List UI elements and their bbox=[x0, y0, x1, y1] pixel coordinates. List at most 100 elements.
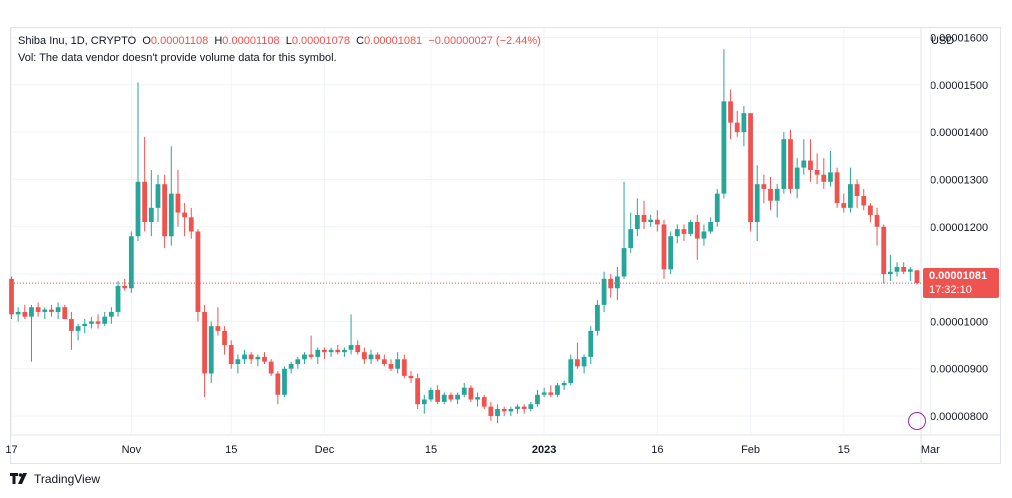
candle-body bbox=[35, 307, 41, 312]
candle-body bbox=[508, 408, 514, 412]
candle-body bbox=[848, 184, 853, 208]
candle-body bbox=[894, 266, 900, 272]
candle-body bbox=[748, 113, 753, 223]
current-price-badge: 0.00001081 17:32:10 bbox=[923, 268, 999, 298]
y-tick-label: 0.00000800 bbox=[930, 411, 988, 423]
candle-body bbox=[348, 345, 354, 350]
candle-body bbox=[268, 361, 274, 374]
x-tick-label: Feb bbox=[741, 444, 760, 456]
candle-body bbox=[654, 219, 660, 225]
low-value: 0.00001078 bbox=[291, 35, 350, 47]
candle-body bbox=[308, 354, 314, 357]
candle-body bbox=[575, 359, 580, 367]
candle-body bbox=[235, 359, 241, 365]
candle-body bbox=[122, 285, 128, 289]
ohlc-legend: Shiba Inu, 1D, CRYPTO O0.00001108 H0.000… bbox=[18, 35, 541, 47]
candle-body bbox=[408, 375, 414, 379]
y-tick-label: 0.00000900 bbox=[930, 364, 988, 376]
candle-body bbox=[361, 352, 367, 360]
candle-body bbox=[861, 196, 867, 206]
candle-body bbox=[448, 394, 454, 400]
high-label: H bbox=[214, 35, 223, 47]
candle-body bbox=[115, 285, 121, 312]
candle-body bbox=[788, 139, 793, 189]
candle-body bbox=[481, 397, 487, 407]
candle-body bbox=[754, 184, 760, 223]
candle-body bbox=[335, 349, 341, 353]
candle-body bbox=[688, 222, 694, 234]
y-tick-label: 0.00001500 bbox=[930, 80, 988, 92]
currency-label[interactable]: USD bbox=[931, 35, 955, 47]
candle-body bbox=[541, 392, 547, 395]
candle-body bbox=[128, 236, 134, 289]
candle-body bbox=[628, 229, 634, 249]
candle-body bbox=[29, 307, 34, 317]
candle-body bbox=[701, 231, 707, 239]
tradingview-brand[interactable]: TradingView bbox=[10, 472, 100, 486]
candle-body bbox=[634, 214, 640, 230]
candle-body bbox=[614, 276, 620, 289]
candle-body bbox=[674, 229, 680, 237]
candle-body bbox=[887, 271, 893, 275]
candle-body bbox=[867, 205, 873, 215]
candle-body bbox=[781, 139, 787, 189]
x-tick-label: 16 bbox=[651, 444, 663, 456]
candle-body bbox=[741, 113, 747, 133]
candle-body bbox=[155, 184, 161, 208]
x-tick-label: 2023 bbox=[532, 444, 556, 456]
candle-body bbox=[302, 354, 307, 360]
candle-body bbox=[182, 212, 188, 218]
candle-body bbox=[375, 354, 381, 360]
candle-body bbox=[168, 193, 174, 237]
candle-body bbox=[355, 345, 361, 353]
candle-body bbox=[401, 359, 407, 376]
close-label: C bbox=[356, 35, 365, 47]
candle-body bbox=[395, 359, 401, 369]
candle-body bbox=[142, 181, 148, 223]
x-tick-label: 15 bbox=[225, 444, 237, 456]
candle-body bbox=[228, 345, 234, 365]
candle-body bbox=[82, 323, 88, 327]
x-tick-label: Dec bbox=[315, 444, 335, 456]
candle-body bbox=[841, 203, 847, 208]
open-value: 0.00001108 bbox=[150, 35, 209, 47]
candle-body bbox=[648, 219, 654, 223]
candle-body bbox=[255, 356, 261, 360]
candle-body bbox=[148, 207, 154, 223]
candle-body bbox=[694, 222, 700, 239]
candle-body bbox=[774, 188, 780, 201]
volume-note: Vol: The data vendor doesn't provide vol… bbox=[18, 52, 337, 64]
bar-countdown: 17:32:10 bbox=[929, 284, 972, 296]
go-to-realtime-icon[interactable] bbox=[908, 412, 926, 430]
candle-body bbox=[135, 181, 141, 237]
candle-body bbox=[468, 387, 474, 400]
candle-body bbox=[188, 217, 194, 232]
candle-body bbox=[282, 368, 287, 395]
candle-body bbox=[162, 184, 168, 237]
candle-body bbox=[248, 354, 254, 360]
candle-body bbox=[495, 408, 500, 417]
candle-body bbox=[734, 122, 740, 133]
candle-body bbox=[455, 394, 460, 400]
candle-body bbox=[854, 184, 860, 197]
candle-body bbox=[342, 349, 347, 353]
symbol-label[interactable]: Shiba Inu, 1D, CRYPTO bbox=[18, 35, 137, 47]
candle-body bbox=[535, 394, 540, 405]
candle-body bbox=[415, 378, 421, 405]
candle-body bbox=[102, 316, 108, 324]
candle-body bbox=[62, 307, 68, 320]
candle-body bbox=[555, 385, 560, 395]
high-value: 0.00001108 bbox=[222, 35, 280, 47]
candle-body bbox=[881, 226, 887, 275]
candle-body bbox=[55, 307, 61, 312]
low-label: L bbox=[285, 35, 292, 47]
candle-body bbox=[714, 193, 720, 223]
candle-body bbox=[368, 354, 374, 360]
candle-body bbox=[435, 390, 441, 402]
chart-frame[interactable] bbox=[10, 27, 1001, 464]
candle-body bbox=[195, 231, 201, 312]
candle-body bbox=[821, 174, 827, 182]
candle-body bbox=[49, 309, 54, 312]
candle-body bbox=[388, 364, 394, 369]
